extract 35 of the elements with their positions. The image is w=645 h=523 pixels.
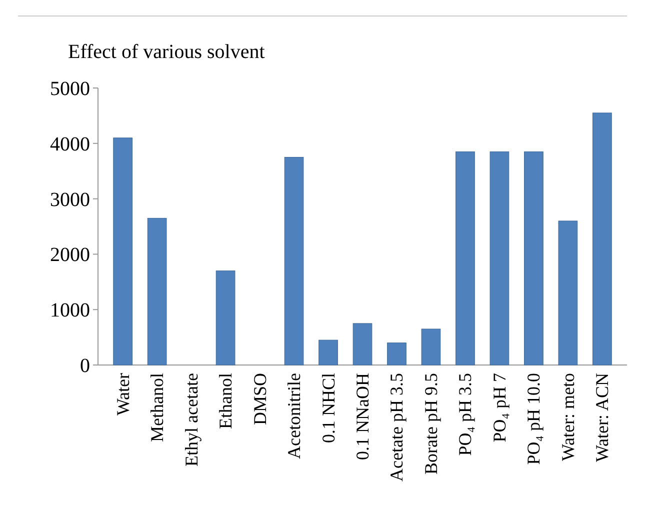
bar: [387, 342, 406, 366]
bar: [421, 328, 441, 366]
bar: [318, 340, 338, 366]
x-tick-label: Acetate pH 3.5: [386, 373, 407, 482]
x-tick-label: Borate pH 9.5: [420, 373, 441, 474]
bar: [558, 220, 578, 366]
x-tick-label: PO₄ pH 10.0: [524, 373, 544, 465]
bar: [284, 157, 304, 366]
x-tick-label: DMSO: [250, 373, 270, 426]
bar: [352, 323, 372, 366]
x-tick-label: Water: meto: [558, 373, 578, 462]
x-tick-label: 0.1 NNaOH: [352, 373, 372, 460]
y-tick-label: 4000: [50, 133, 90, 156]
y-tick-label: 1000: [50, 300, 90, 322]
x-tick-label: Water: [112, 373, 133, 416]
bar: [490, 151, 510, 366]
bar: [524, 151, 544, 366]
y-tick-label: 3000: [50, 188, 90, 211]
x-tick-label: 0.1 NHCl: [318, 373, 338, 444]
bar: [216, 270, 236, 366]
x-tick-label: Water: ACN: [592, 373, 612, 462]
y-tick-label: 0: [80, 355, 90, 377]
bar: [113, 138, 132, 366]
y-tick-label: 5000: [50, 78, 90, 100]
x-tick-label: Ethyl acetate: [181, 372, 202, 466]
bar: [592, 112, 612, 366]
bar: [456, 151, 475, 366]
x-tick-label: Methanol: [147, 373, 168, 442]
x-tick-label: Ethanol: [216, 373, 236, 429]
y-tick-label: 2000: [50, 244, 90, 266]
bar: [147, 218, 167, 366]
chart-title: Effect of various solvent: [68, 41, 266, 63]
x-tick-label: PO₄ pH 3.5: [455, 373, 476, 456]
x-tick-label: PO₄ pH 7: [489, 373, 510, 442]
x-tick-label: Acetonitrile: [284, 372, 304, 459]
